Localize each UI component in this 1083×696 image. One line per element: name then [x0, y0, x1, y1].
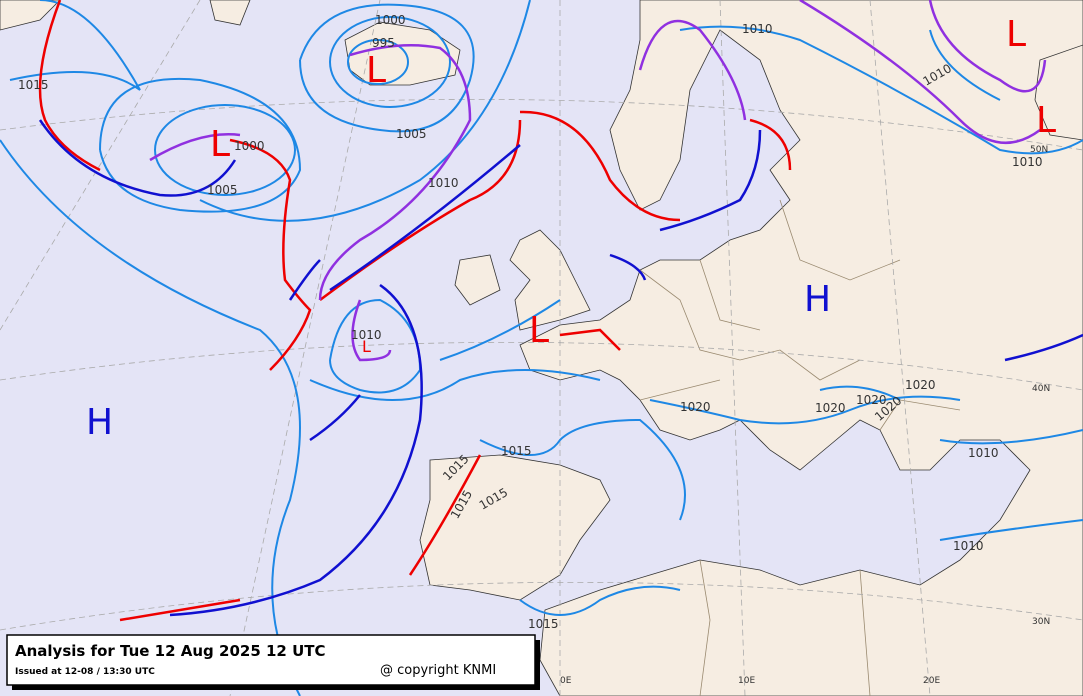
isobar-label: 1010: [968, 446, 999, 460]
isobar-label: 1015: [18, 78, 49, 92]
footer-box: [6, 634, 536, 686]
isobar-label: 1010: [351, 328, 382, 342]
isobar-label: 1005: [207, 183, 238, 197]
longitude-label: 20E: [923, 676, 940, 686]
isobar-label: 1000: [375, 13, 406, 27]
longitude-label: 10E: [738, 676, 755, 686]
high-pressure: H: [86, 402, 113, 443]
isobar-label: 1020: [856, 393, 887, 407]
isobar-label: 1010: [953, 539, 984, 553]
low-pressure: L: [366, 50, 386, 91]
isobar-label: 1015: [501, 444, 532, 458]
longitude-label: 0E: [560, 676, 572, 686]
isobar-label: 1020: [815, 401, 846, 415]
isobar-label: 1010: [742, 22, 773, 36]
isobar-label: 1000: [234, 139, 265, 153]
isobar-label: 1015: [528, 617, 559, 631]
low-pressure: L: [210, 124, 230, 165]
footer: Analysis for Tue 12 Aug 2025 12 UTC Issu…: [6, 634, 540, 690]
high-pressure: H: [804, 279, 831, 320]
footer-issued: Issued at 12-08 / 13:30 UTC: [15, 667, 155, 677]
low-pressure: L: [362, 337, 371, 356]
isobar-label: 1020: [680, 400, 711, 414]
low-pressure: L: [529, 310, 549, 351]
low-pressure: L: [1006, 14, 1026, 55]
footer-title: Analysis for Tue 12 Aug 2025 12 UTC: [15, 642, 326, 660]
isobar-label: 1010: [1012, 155, 1043, 169]
footer-copyright: @ copyright KNMI: [380, 663, 496, 678]
fronts: [38, 0, 1083, 622]
isobar-label: 1020: [905, 378, 936, 392]
latitude-label: 40N: [1032, 384, 1050, 394]
latitude-label: 30N: [1032, 617, 1050, 627]
isobar-label: 1010: [428, 176, 459, 190]
low-pressure: L: [1036, 100, 1056, 141]
isobar-label: 995: [372, 36, 395, 50]
isobar-label: 1005: [396, 127, 427, 141]
latitude-label: 50N: [1030, 145, 1048, 155]
